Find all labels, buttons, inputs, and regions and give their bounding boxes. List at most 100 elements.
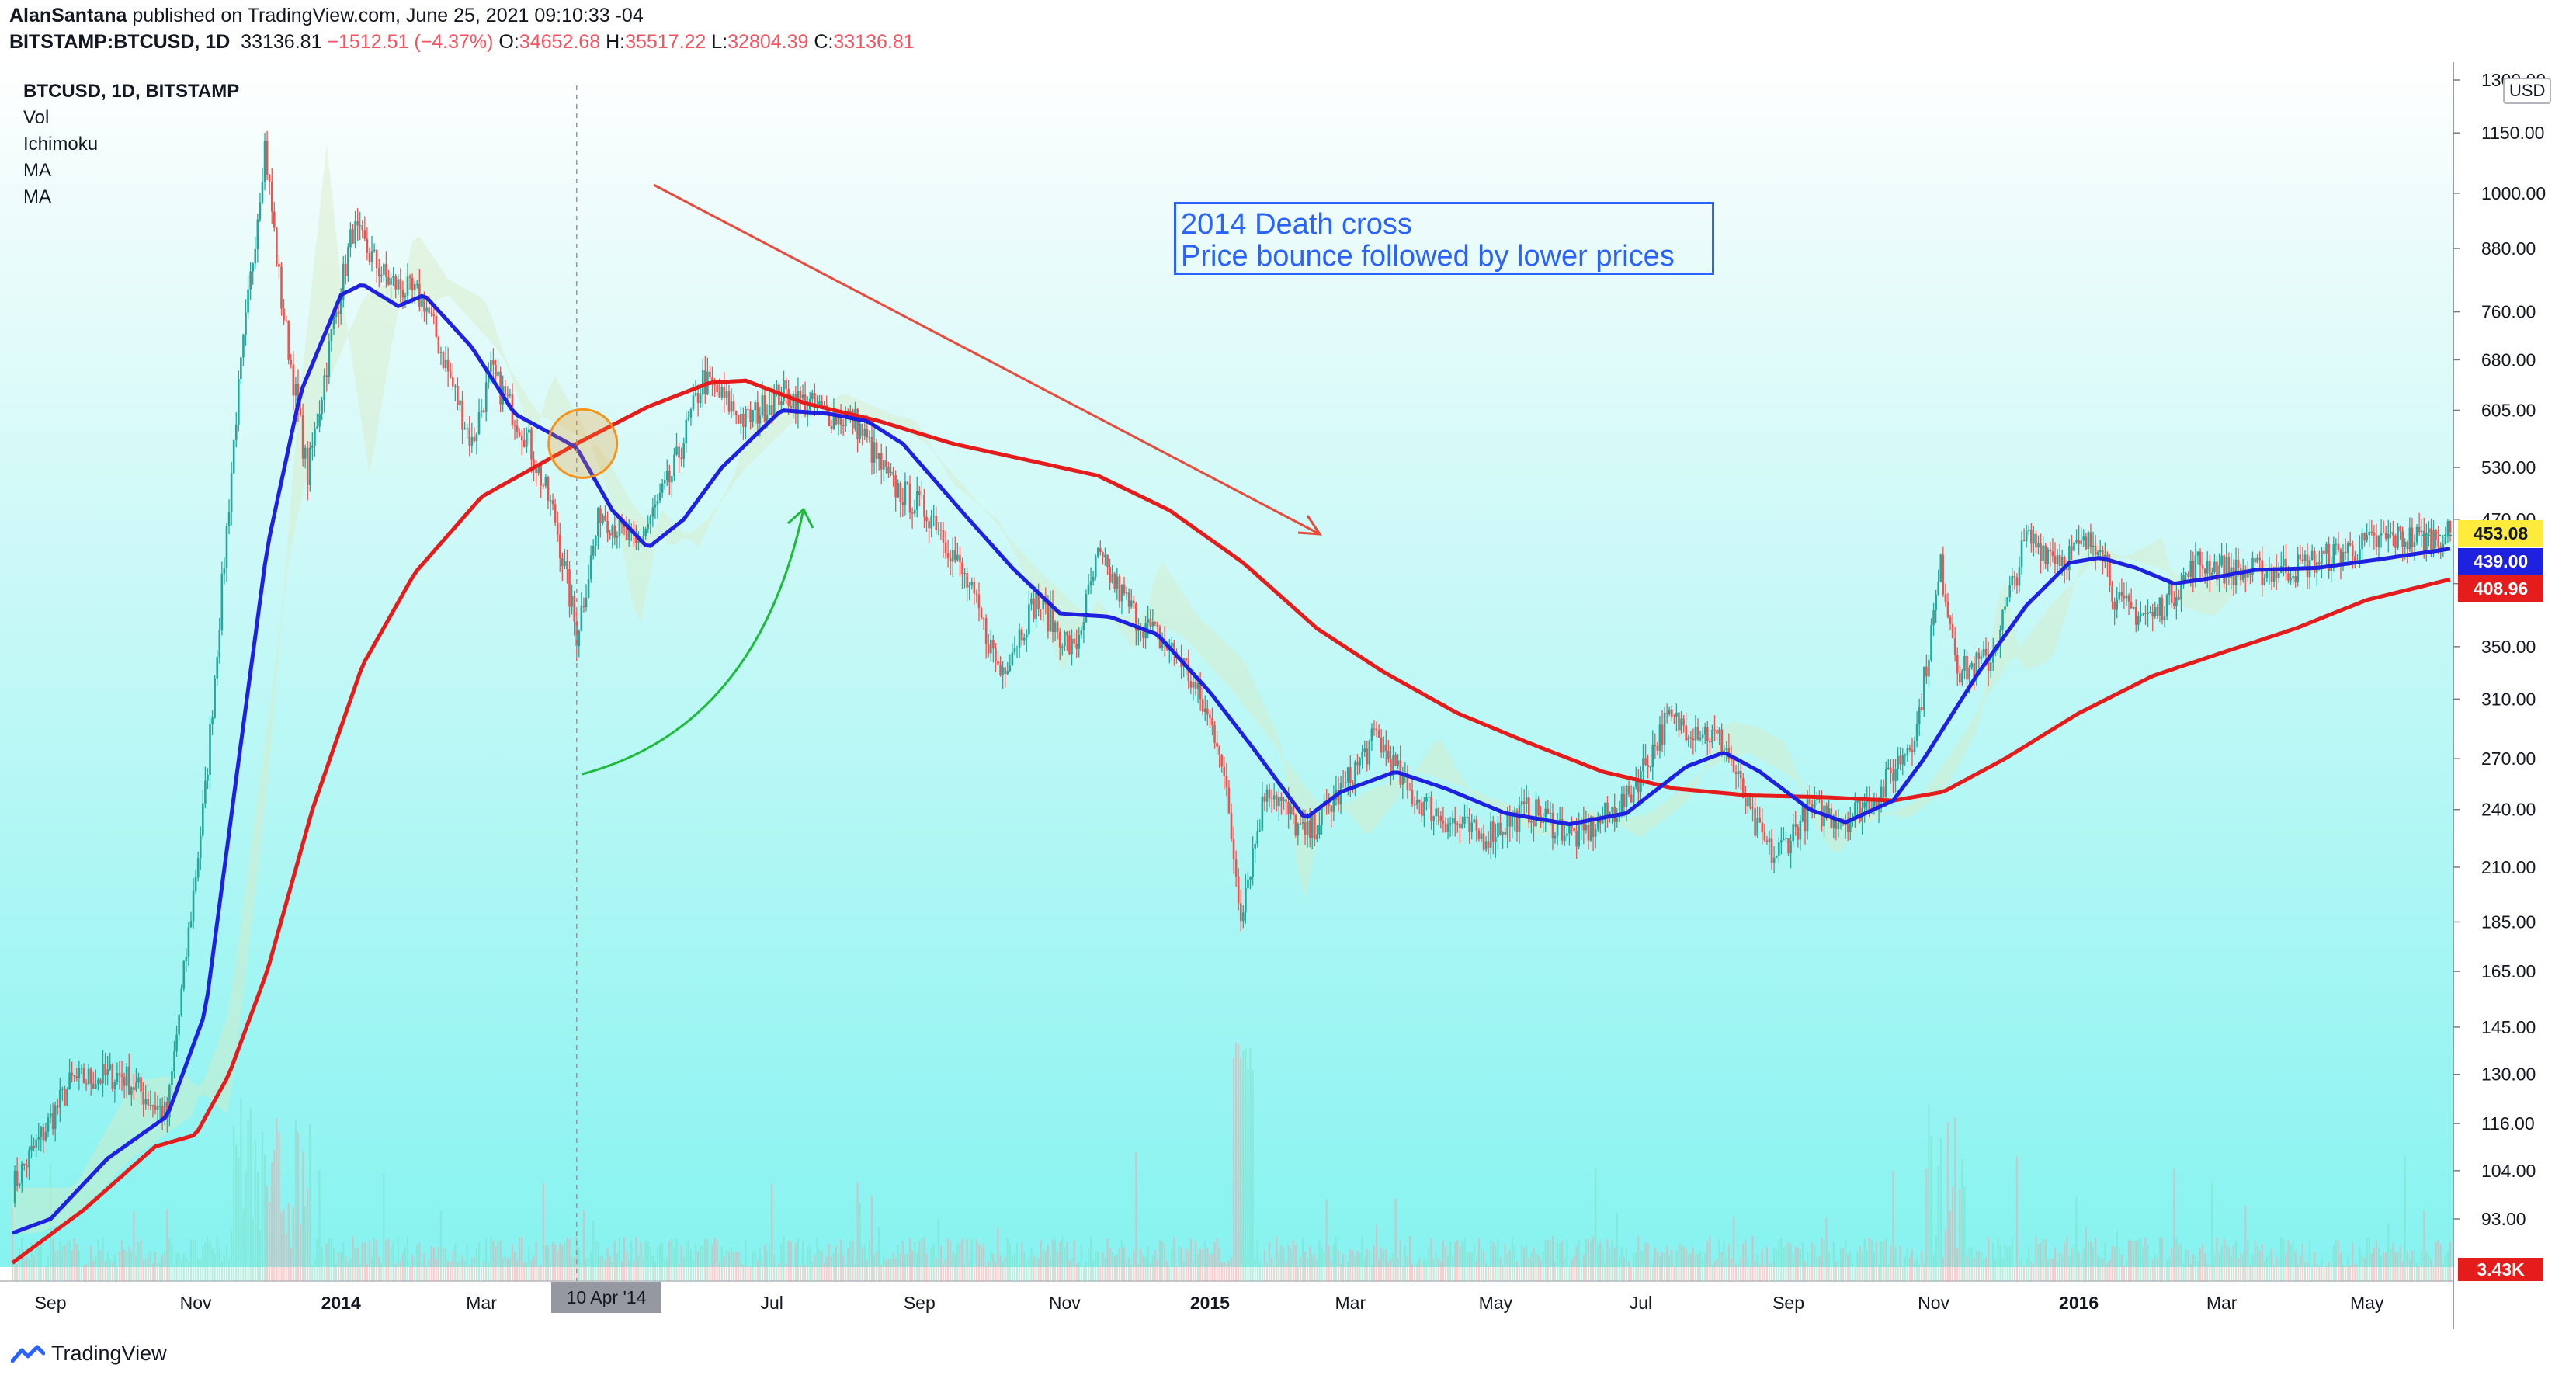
volume-bar (618, 1237, 621, 1281)
volume-bar (200, 1260, 202, 1281)
legend-ma-slow[interactable]: MA (23, 186, 51, 207)
volume-bar (54, 1251, 57, 1281)
volume-bar (1015, 1243, 1019, 1281)
volume-bar (2097, 1255, 2099, 1281)
candle-body (1544, 808, 1547, 818)
volume-bar (283, 1209, 285, 1281)
legend-ma-fast[interactable]: MA (23, 160, 51, 181)
volume-bar (997, 1227, 999, 1281)
candle-body (1616, 818, 1619, 822)
volume-bar (1911, 1249, 1914, 1281)
volume-bar (2387, 1223, 2390, 1281)
candle-body (609, 533, 611, 536)
volume-bar (2323, 1266, 2325, 1281)
candle-body (380, 274, 383, 277)
candle-body (466, 428, 468, 429)
volume-bar (1828, 1252, 1830, 1281)
volume-bar (892, 1252, 894, 1281)
volume-bar (297, 1132, 300, 1281)
candle-body (1206, 708, 1209, 715)
candle-body (504, 386, 507, 395)
time-tick-label: Jul (1630, 1293, 1652, 1313)
candle-body (925, 516, 928, 522)
candle-body (2330, 567, 2332, 571)
volume-bar (1475, 1262, 1477, 1281)
candle-body (1611, 807, 1613, 812)
volume-bar (225, 1245, 228, 1281)
candle-body (2292, 576, 2294, 578)
volume-bar (1356, 1251, 1359, 1281)
candle-body (1875, 800, 1878, 810)
candle-body (1596, 817, 1599, 830)
volume-bar (1706, 1241, 1709, 1281)
price-chart[interactable]: 93.00104.00116.00130.00145.00165.00185.0… (0, 62, 2576, 1329)
volume-bar (231, 1231, 233, 1281)
candle-body (2392, 532, 2394, 536)
volume-bar (2292, 1241, 2294, 1281)
candle-body (232, 439, 235, 474)
candle-body (1484, 841, 1488, 850)
volume-bar (1442, 1240, 1445, 1281)
candle-body (42, 1127, 45, 1141)
candle-body (1096, 548, 1099, 557)
volume-bar (316, 1238, 318, 1281)
volume-bar (2272, 1265, 2276, 1281)
candle-body (749, 409, 752, 422)
candle-body (828, 409, 831, 426)
candle-body (175, 1034, 178, 1052)
candle-body (526, 432, 528, 447)
candle-body (2109, 561, 2111, 586)
volume-bar (814, 1254, 816, 1281)
candle-body (1278, 797, 1280, 807)
candle-body (2272, 567, 2276, 582)
candle-body (1737, 770, 1740, 775)
candle-body (347, 247, 349, 276)
candle-body (349, 229, 352, 248)
volume-bar (1373, 1245, 1376, 1281)
footer-brand[interactable]: TradingView (11, 1342, 167, 1366)
candle-body (259, 202, 262, 220)
candle-body (1227, 787, 1231, 814)
volume-bar (185, 1258, 187, 1281)
volume-bar (2216, 1237, 2218, 1281)
volume-bar (571, 1257, 573, 1281)
volume-bar (195, 1239, 197, 1281)
volume-bar (1551, 1236, 1554, 1281)
volume-bar (59, 1241, 61, 1281)
chart-background (0, 62, 2453, 1267)
volume-bar (214, 1254, 216, 1281)
volume-bar (785, 1263, 787, 1281)
volume-bar (106, 1251, 109, 1281)
legend-vol[interactable]: Vol (23, 107, 50, 128)
candle-body (594, 535, 597, 546)
volume-bar (2435, 1241, 2437, 1281)
candle-body (125, 1066, 128, 1086)
candle-body (1920, 707, 1923, 710)
volume-bar (809, 1246, 811, 1281)
candle-body (1437, 808, 1440, 816)
volume-bar (585, 1259, 588, 1281)
time-tick-label: May (2350, 1293, 2384, 1313)
legend-ichimoku[interactable]: Ichimoku (23, 134, 99, 155)
volume-bar (2156, 1257, 2158, 1281)
currency-badge[interactable]: USD (2503, 78, 2552, 104)
candle-body (1777, 842, 1780, 856)
volume-bar (1823, 1241, 1825, 1281)
symbol-label: BITSTAMP:BTCUSD, 1D (9, 31, 231, 53)
candle-body (2437, 540, 2439, 547)
candle-body (20, 1163, 23, 1184)
candle-body (2163, 616, 2166, 621)
volume-bar (1778, 1241, 1780, 1281)
candle-body (2263, 578, 2266, 585)
candle-body (2087, 532, 2090, 549)
candle-body (1713, 729, 1716, 731)
volume-bar (1161, 1241, 1164, 1281)
candle-body (2099, 550, 2102, 553)
volume-bar (2278, 1259, 2280, 1281)
candle-body (1473, 819, 1476, 823)
volume-bar (2218, 1253, 2220, 1281)
candle-body (713, 384, 716, 386)
volume-bar (1959, 1189, 1961, 1281)
volume-bar (1790, 1243, 1792, 1281)
candle-body (1356, 762, 1359, 766)
